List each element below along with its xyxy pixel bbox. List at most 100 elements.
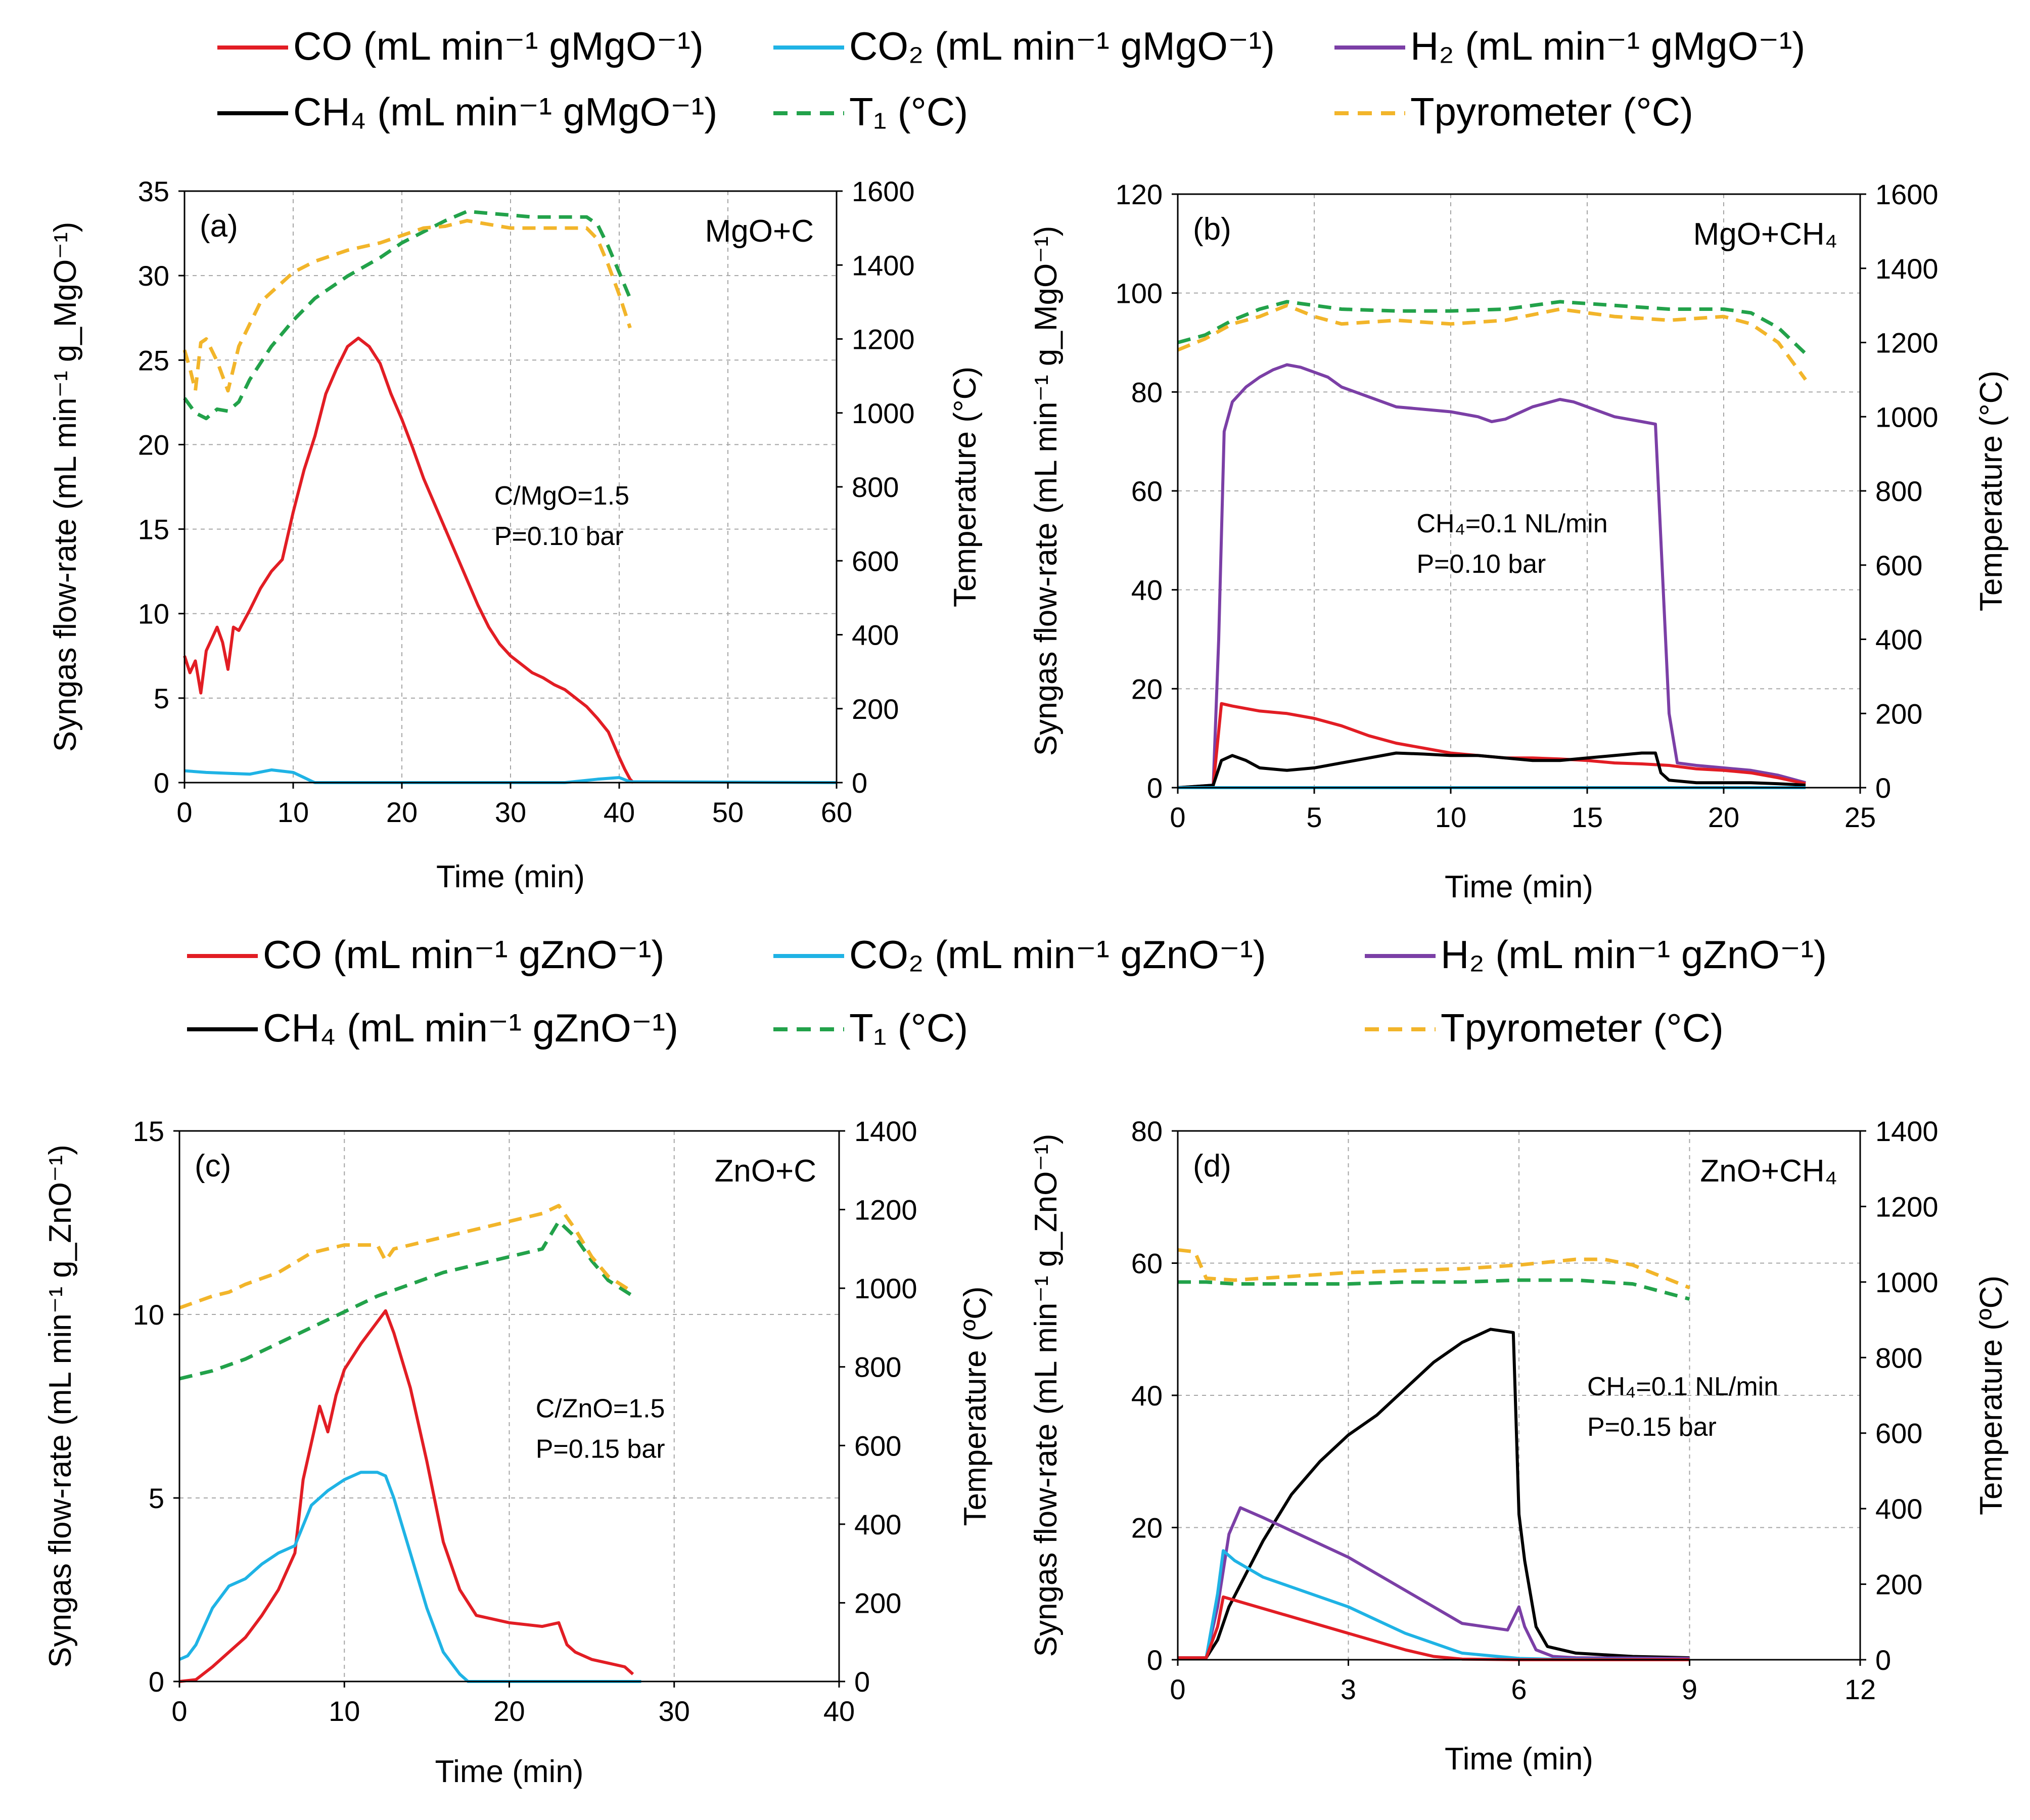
- y2-axis-title: Temperature (ºC): [958, 1287, 993, 1526]
- y-axis-title: Syngas flow-rate (mL min⁻¹ g_MgO⁻¹): [48, 222, 83, 752]
- legend-item-co-ml-min-gzno: CO (mL min⁻¹ gZnO⁻¹): [187, 932, 664, 977]
- annotation-line: P=0.15 bar: [536, 1434, 665, 1464]
- x-axis-ticks: 0 10 20 30 40 50 60: [176, 783, 852, 828]
- y-tick-label: 0: [1147, 772, 1163, 804]
- y2-axis-title: Temperature (ºC): [1974, 1276, 2009, 1515]
- x-axis-title: Time (min): [1445, 870, 1593, 904]
- y2-tick-label: 1000: [854, 1272, 917, 1304]
- x-tick-label: 40: [604, 796, 635, 828]
- y2-tick-label: 200: [1875, 698, 1922, 730]
- y-tick-label: 35: [138, 175, 169, 207]
- legend-item-tpyrometer-c: Tpyrometer (°C): [1365, 1006, 1724, 1050]
- legend-item-co-ml-min-gmgo: CO₂ (mL min⁻¹ gMgO⁻¹): [773, 24, 1275, 68]
- y2-tick-label: 800: [854, 1351, 901, 1383]
- y2-axis-title: Temperature (°C): [1974, 371, 2009, 611]
- panel-label: (c): [195, 1149, 231, 1184]
- y2-axis-title: Temperature (°C): [948, 367, 983, 607]
- y2-axis-ticks: 0 200 400 600 800 1000 1200 1400: [1860, 1115, 1939, 1676]
- series-line-t-temperature: [179, 1219, 634, 1381]
- series-line-co-flow: [1177, 702, 1806, 789]
- y-axis-title: Syngas flow-rate (mL min⁻¹ g_ZnO⁻¹): [43, 1145, 78, 1668]
- x-axis-title: Time (min): [436, 859, 585, 894]
- y-tick-label: 20: [1131, 673, 1163, 705]
- y-tick-label: 5: [149, 1482, 164, 1514]
- series-line-co-flow: [1178, 1549, 1690, 1661]
- y2-tick-label: 600: [852, 545, 899, 577]
- y2-tick-label: 1200: [1875, 1191, 1939, 1222]
- y2-tick-label: 1600: [1875, 178, 1939, 210]
- y2-axis-ticks: 0 200 400 600 800 1000 1200 1400: [839, 1115, 917, 1698]
- series-line-co-flow: [179, 1309, 634, 1683]
- legend-label: Tpyrometer (°C): [1441, 1006, 1724, 1050]
- legend-item-t-c: T₁ (°C): [773, 89, 968, 134]
- legend-item-h-ml-min-gzno: H₂ (mL min⁻¹ gZnO⁻¹): [1365, 932, 1827, 977]
- y-axis-ticks: 0 20 40 60 80: [1131, 1115, 1178, 1676]
- y2-tick-label: 1200: [852, 324, 915, 355]
- legend-label: H₂ (mL min⁻¹ gMgO⁻¹): [1410, 24, 1805, 68]
- x-tick-label: 15: [1572, 801, 1603, 833]
- y-axis-title: Syngas flow-rate (mL min⁻¹ g_MgO⁻¹): [1029, 226, 1064, 756]
- legend-label: CO₂ (mL min⁻¹ gZnO⁻¹): [849, 932, 1266, 977]
- x-tick-label: 3: [1341, 1673, 1356, 1705]
- y-tick-label: 80: [1131, 1115, 1163, 1147]
- x-tick-label: 10: [329, 1695, 360, 1727]
- x-tick-label: 20: [386, 796, 418, 828]
- x-tick-label: 12: [1844, 1673, 1876, 1705]
- y-tick-label: 30: [138, 260, 169, 292]
- annotation-line: C/MgO=1.5: [494, 481, 629, 511]
- panel-condition-title: ZnO+CH₄: [1700, 1154, 1837, 1189]
- y-tick-label: 100: [1116, 278, 1163, 309]
- x-tick-label: 5: [1306, 801, 1322, 833]
- y-tick-label: 0: [149, 1666, 164, 1698]
- y-tick-label: 120: [1116, 178, 1163, 210]
- legend-item-ch-ml-min-gmgo: CH₄ (mL min⁻¹ gMgO⁻¹): [217, 89, 717, 134]
- chart-panel-d: 0 3 6 9 120204060800200400600800100012001400…: [1029, 1115, 2009, 1777]
- panel-label: (a): [200, 209, 238, 244]
- x-axis-ticks: 0 3 6 9 12: [1170, 1660, 1876, 1705]
- y-tick-label: 5: [154, 682, 169, 714]
- y-tick-label: 0: [1147, 1644, 1163, 1676]
- series-group: [1177, 300, 1807, 789]
- x-axis-title: Time (min): [1445, 1742, 1593, 1777]
- x-axis-title: Time (min): [435, 1754, 584, 1789]
- legend-label: H₂ (mL min⁻¹ gZnO⁻¹): [1441, 932, 1827, 977]
- y-tick-label: 40: [1131, 574, 1163, 606]
- series-line-tpyrometer-temperature: [182, 219, 632, 393]
- legend-label: Tpyrometer (°C): [1410, 89, 1693, 134]
- series-line-t-temperature: [183, 209, 632, 421]
- y-tick-label: 15: [133, 1115, 164, 1147]
- y2-tick-label: 1400: [854, 1115, 917, 1147]
- y-tick-label: 0: [154, 767, 169, 799]
- y2-tick-label: 0: [1875, 1644, 1891, 1676]
- series-line-t-temperature: [1177, 300, 1807, 355]
- x-tick-label: 30: [659, 1695, 690, 1727]
- y2-tick-label: 1400: [1875, 253, 1939, 285]
- y2-tick-label: 400: [854, 1509, 901, 1540]
- legend-label: CH₄ (mL min⁻¹ gMgO⁻¹): [293, 89, 717, 134]
- y2-tick-label: 1000: [852, 397, 915, 429]
- x-tick-label: 40: [823, 1695, 855, 1727]
- series-line-ch-flow: [1178, 1328, 1690, 1660]
- x-tick-label: 20: [493, 1695, 525, 1727]
- x-tick-label: 60: [821, 796, 852, 828]
- legend-label: CH₄ (mL min⁻¹ gZnO⁻¹): [263, 1006, 678, 1050]
- legend-label: CO (mL min⁻¹ gMgO⁻¹): [293, 24, 704, 68]
- gridlines: [1178, 1131, 1860, 1660]
- y2-tick-label: 400: [1875, 624, 1922, 656]
- y2-tick-label: 1200: [854, 1194, 917, 1226]
- y-tick-label: 10: [138, 598, 169, 630]
- annotation-line: P=0.15 bar: [1587, 1413, 1717, 1442]
- x-tick-label: 10: [278, 796, 309, 828]
- y-tick-label: 15: [138, 514, 169, 545]
- y2-tick-label: 1200: [1875, 327, 1939, 359]
- x-axis-ticks: 0 5 10 15 20 25: [1170, 788, 1876, 833]
- legend-label: T₁ (°C): [849, 89, 968, 134]
- series-line-h-flow: [1178, 1506, 1690, 1660]
- y2-axis-ticks: 0 200 400 600 800 1000 1200 1400 1600: [837, 175, 915, 799]
- series-line-h-flow: [1177, 363, 1806, 789]
- legend-item-t-c: T₁ (°C): [773, 1006, 968, 1050]
- x-axis-ticks: 0 10 20 30 40: [171, 1681, 855, 1727]
- y2-tick-label: 200: [854, 1587, 901, 1619]
- y-tick-label: 25: [138, 344, 169, 376]
